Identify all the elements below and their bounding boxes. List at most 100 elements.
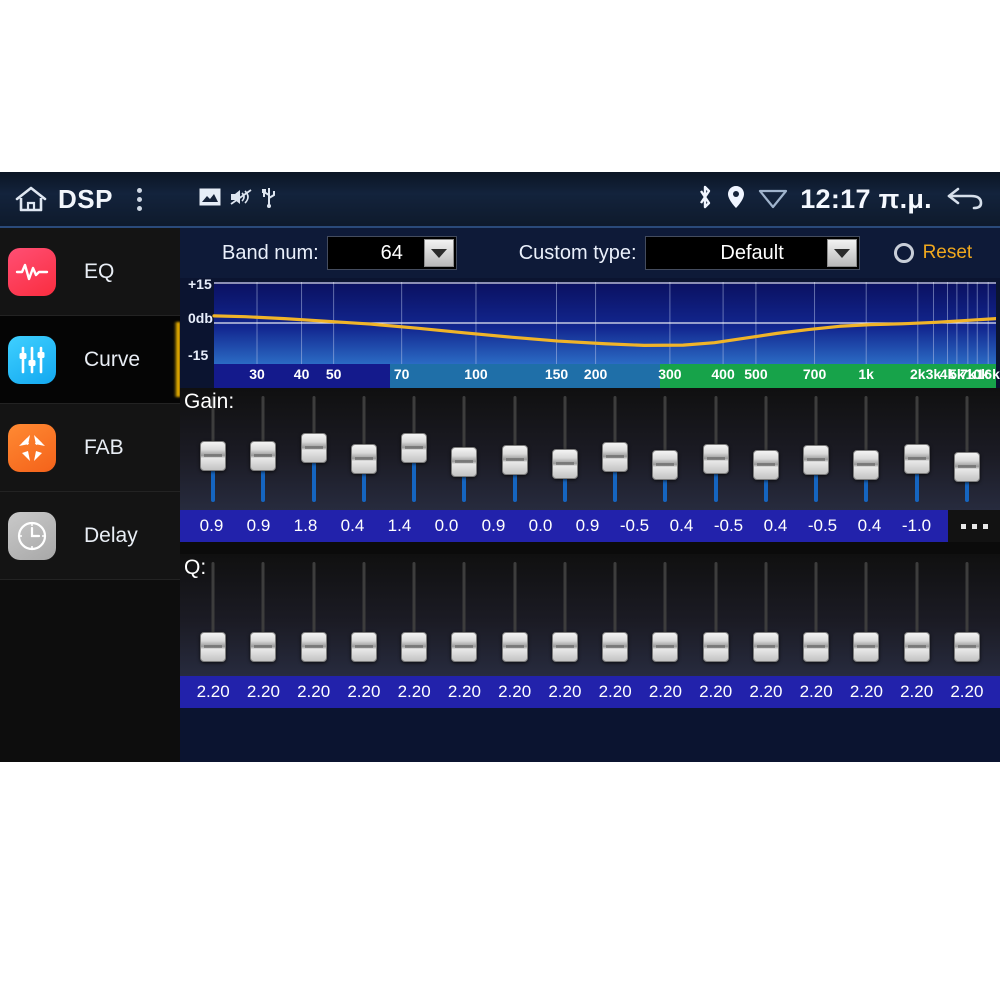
slider[interactable] xyxy=(640,554,690,676)
slider[interactable] xyxy=(490,554,540,676)
back-arrow-icon[interactable] xyxy=(944,182,986,217)
eq-curve-svg xyxy=(212,282,996,364)
eq-chart-plot: +15 0db -15 30 40 50 70 100 150 200 300 400 500 70… xyxy=(184,276,1000,388)
slider-thumb[interactable] xyxy=(501,445,528,475)
slider[interactable] xyxy=(791,554,841,676)
more-dots-icon[interactable] xyxy=(948,510,1000,542)
q-slider-row[interactable] xyxy=(180,554,1000,676)
slider-value: 0.9 xyxy=(199,516,224,535)
slider-track-upper xyxy=(362,396,366,448)
slider-thumb[interactable] xyxy=(250,441,277,471)
slider[interactable] xyxy=(188,388,238,510)
slider[interactable] xyxy=(590,554,640,676)
band-num-select[interactable]: 64 xyxy=(326,236,457,270)
slider[interactable] xyxy=(439,388,489,510)
slider[interactable] xyxy=(339,388,389,510)
slider[interactable] xyxy=(741,388,791,510)
chevron-down-icon[interactable] xyxy=(826,239,857,267)
slider-value: 2.20 xyxy=(950,682,984,701)
slider-thumb[interactable] xyxy=(401,632,428,662)
slider-thumb[interactable] xyxy=(752,450,779,480)
slider-thumb[interactable] xyxy=(853,632,880,662)
slider-value: 2.20 xyxy=(749,682,783,701)
slider-thumb[interactable] xyxy=(602,632,629,662)
slider-thumb[interactable] xyxy=(551,632,578,662)
slider-track-filled xyxy=(864,476,869,502)
slider-track-upper xyxy=(563,396,567,453)
slider[interactable] xyxy=(238,388,288,510)
slider-thumb[interactable] xyxy=(250,632,277,662)
slider[interactable] xyxy=(439,554,489,676)
slider-thumb[interactable] xyxy=(853,450,880,480)
slider[interactable] xyxy=(490,388,540,510)
slider-thumb[interactable] xyxy=(953,632,980,662)
slider[interactable] xyxy=(289,388,339,510)
slider-thumb[interactable] xyxy=(903,444,930,474)
sidebar-item-fab[interactable]: FAB xyxy=(0,404,180,492)
slider[interactable] xyxy=(339,554,389,676)
chevron-down-icon[interactable] xyxy=(423,239,454,267)
sidebar-item-curve[interactable]: Curve xyxy=(0,316,180,404)
slider-track-upper xyxy=(362,562,366,636)
slider-thumb[interactable] xyxy=(803,632,830,662)
sidebar-item-label: Curve xyxy=(84,347,141,371)
slider-value: 0.4 xyxy=(340,516,365,535)
slider[interactable] xyxy=(540,388,590,510)
slider-thumb[interactable] xyxy=(602,442,629,472)
slider[interactable] xyxy=(691,554,741,676)
slider-thumb[interactable] xyxy=(702,444,729,474)
slider[interactable] xyxy=(841,388,891,510)
slider[interactable] xyxy=(289,554,339,676)
slider-thumb[interactable] xyxy=(300,433,327,463)
slider[interactable] xyxy=(238,554,288,676)
slider-thumb[interactable] xyxy=(702,632,729,662)
slider-thumb[interactable] xyxy=(652,632,679,662)
slider[interactable] xyxy=(741,554,791,676)
slider[interactable] xyxy=(892,388,942,510)
slider-track-filled xyxy=(361,470,366,502)
slider-thumb[interactable] xyxy=(401,433,428,463)
slider-thumb[interactable] xyxy=(551,449,578,479)
slider-thumb[interactable] xyxy=(200,632,227,662)
slider[interactable] xyxy=(942,554,992,676)
sidebar-item-eq[interactable]: EQ xyxy=(0,228,180,316)
slider-thumb[interactable] xyxy=(953,452,980,482)
slider-thumb[interactable] xyxy=(300,632,327,662)
slider-value: -0.5 xyxy=(807,516,838,535)
slider-thumb[interactable] xyxy=(200,441,227,471)
slider[interactable] xyxy=(188,554,238,676)
slider[interactable] xyxy=(841,554,891,676)
slider-thumb[interactable] xyxy=(451,632,478,662)
custom-type-select[interactable]: Default xyxy=(644,236,860,270)
mute-icon xyxy=(229,187,253,212)
slider-track-upper xyxy=(814,562,818,636)
slider[interactable] xyxy=(691,388,741,510)
slider-thumb[interactable] xyxy=(350,444,377,474)
slider[interactable] xyxy=(892,554,942,676)
slider[interactable] xyxy=(590,388,640,510)
slider[interactable] xyxy=(942,388,992,510)
slider-thumb[interactable] xyxy=(752,632,779,662)
slider[interactable] xyxy=(791,388,841,510)
slider[interactable] xyxy=(389,554,439,676)
slider-thumb[interactable] xyxy=(652,450,679,480)
eq-curve-chart[interactable]: +15 0db -15 30 40 50 70 100 150 200 300 400 500 70… xyxy=(184,276,1000,388)
slider-thumb[interactable] xyxy=(501,632,528,662)
custom-type-label: Custom type: xyxy=(518,241,637,264)
slider-value: 2.20 xyxy=(900,682,934,701)
sidebar-item-delay[interactable]: Delay xyxy=(0,492,180,580)
frequency-tick-label: 150 xyxy=(544,366,569,382)
kebab-menu-icon[interactable] xyxy=(129,184,151,214)
home-icon[interactable] xyxy=(14,184,48,214)
slider[interactable] xyxy=(540,554,590,676)
slider[interactable] xyxy=(640,388,690,510)
gain-slider-row[interactable] xyxy=(180,388,1000,510)
slider[interactable] xyxy=(389,388,439,510)
slider-thumb[interactable] xyxy=(903,632,930,662)
slider-thumb[interactable] xyxy=(451,447,478,477)
reset-button[interactable]: Reset xyxy=(893,242,972,264)
dsp-app-window: DSP xyxy=(0,172,1000,762)
slider-thumb[interactable] xyxy=(803,445,830,475)
slider-thumb[interactable] xyxy=(350,632,377,662)
usb-icon xyxy=(261,186,277,213)
